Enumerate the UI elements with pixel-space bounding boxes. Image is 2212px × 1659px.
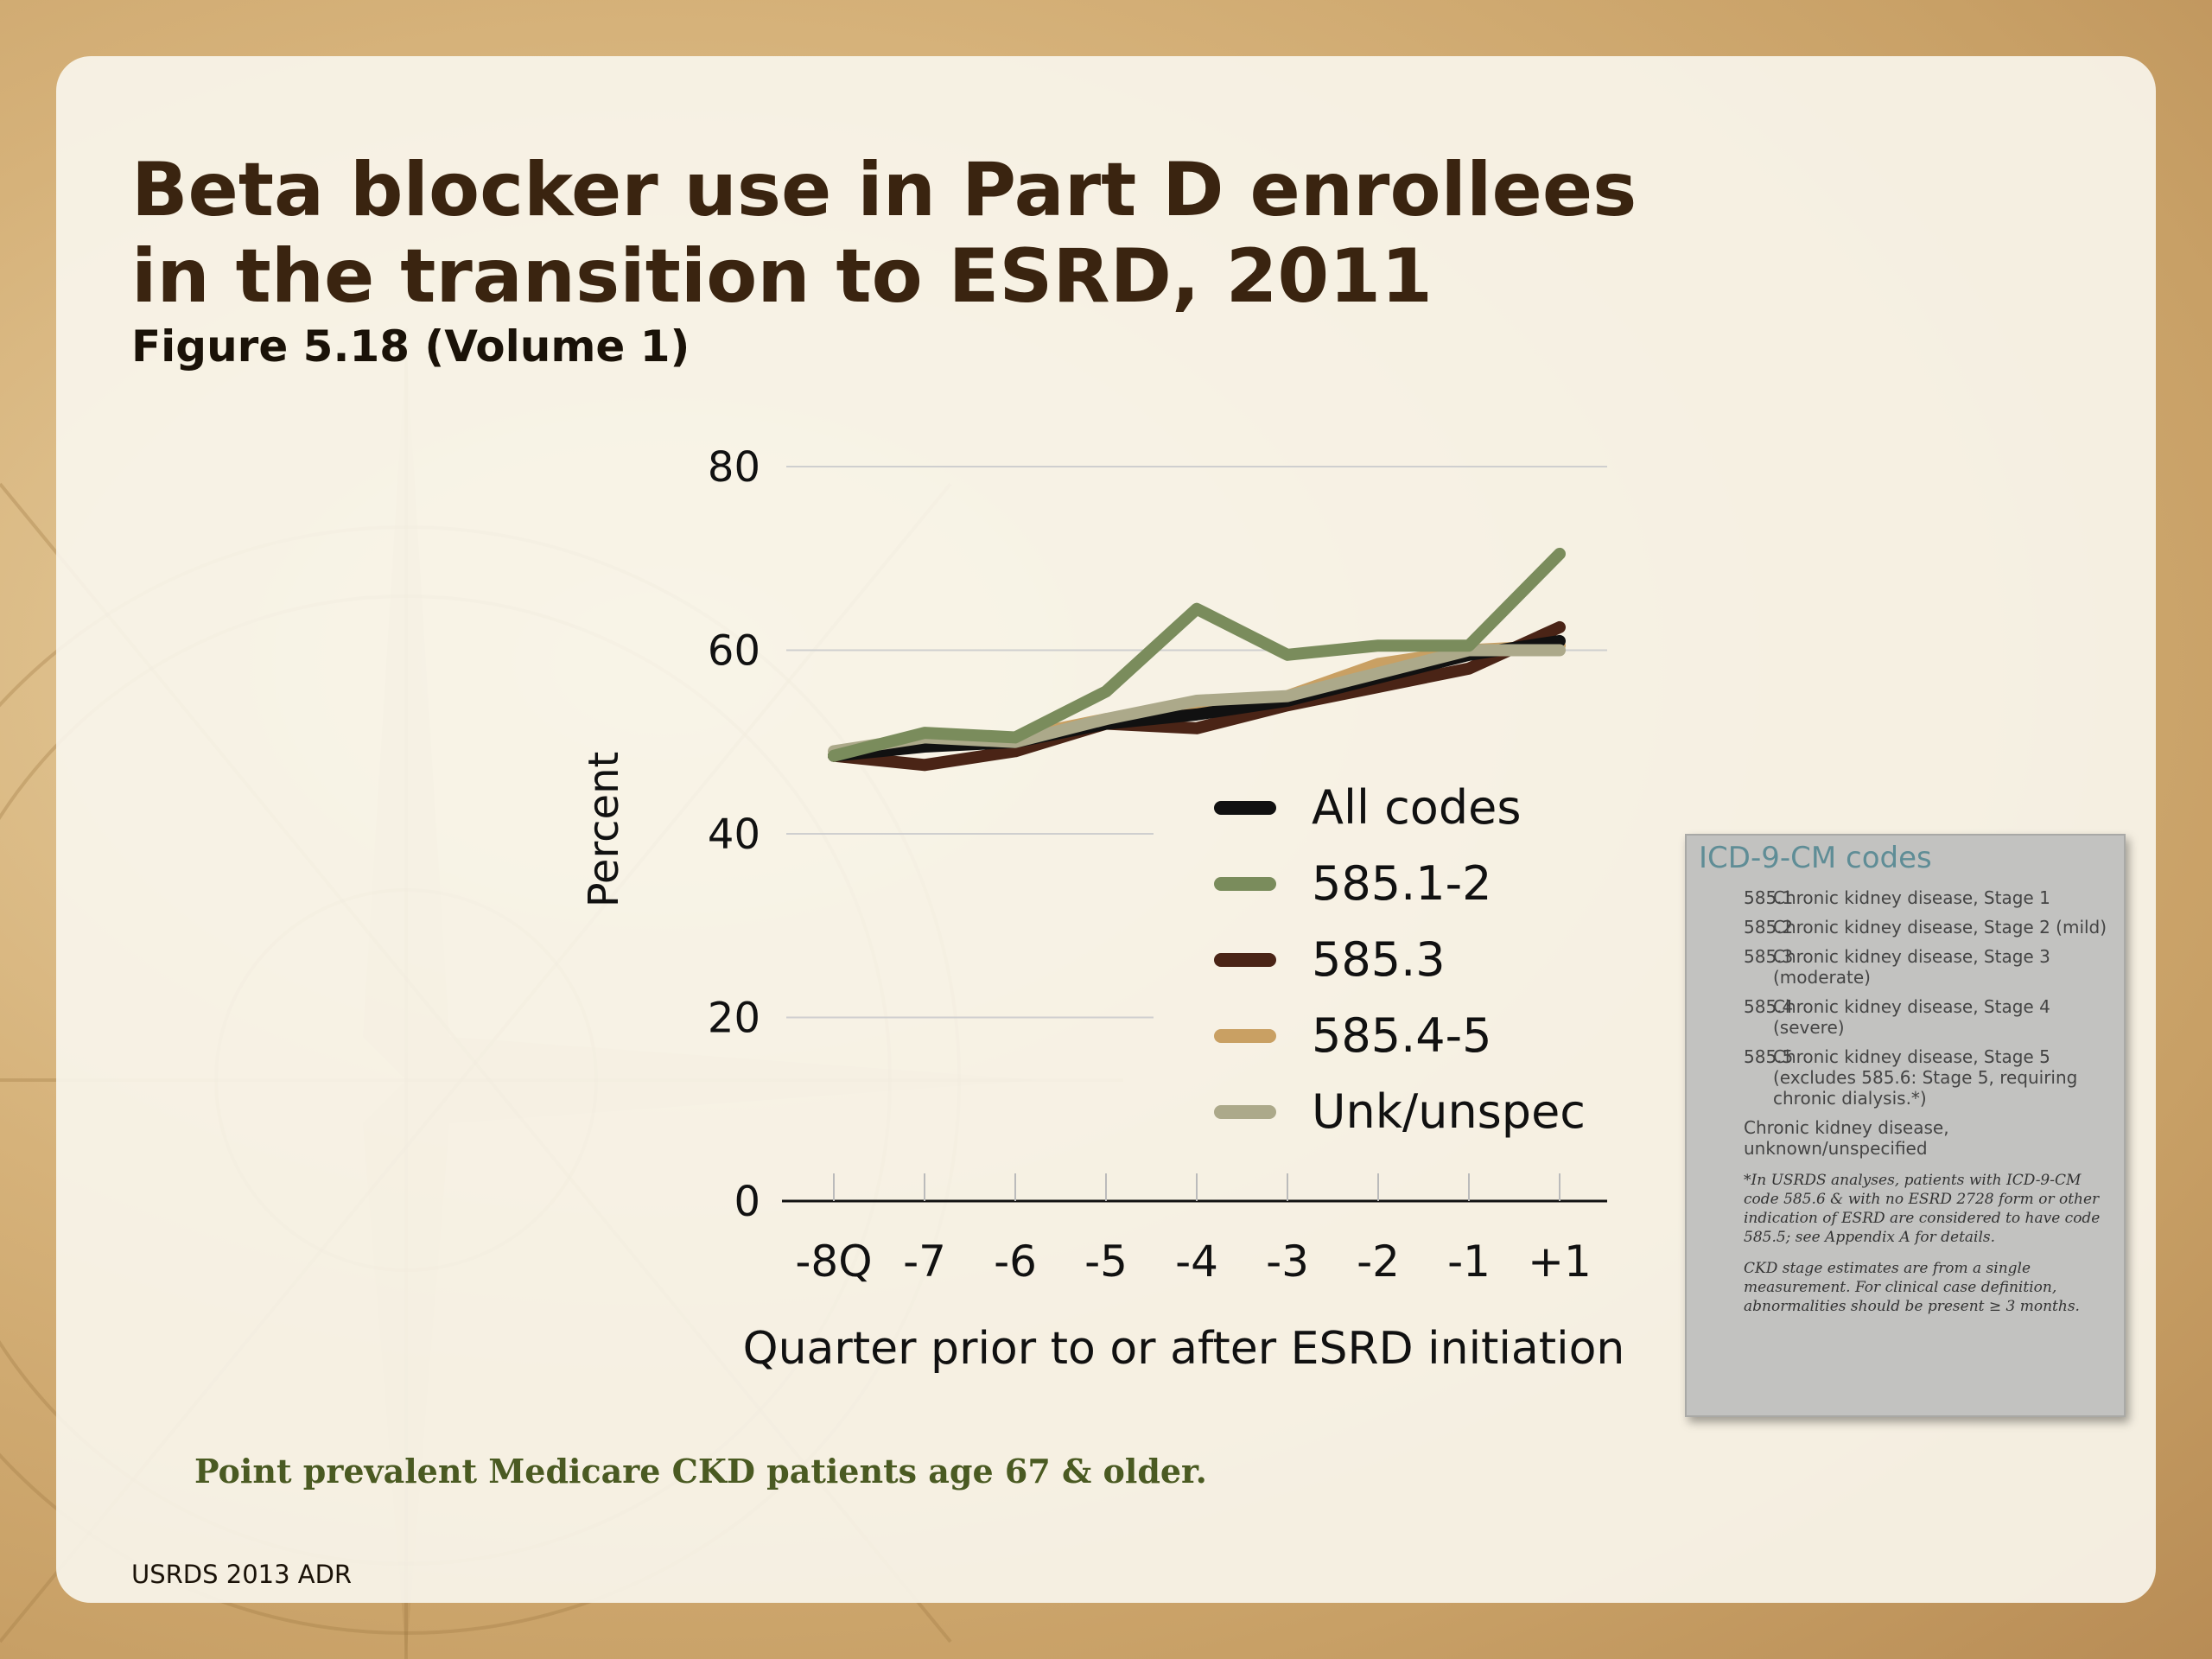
- icd-row: 585.2 Chronic kidney disease, Stage 2 (mi…: [1699, 917, 2112, 938]
- icd-description: Chronic kidney disease, Stage 1: [1773, 887, 2050, 908]
- slide-title: Beta blocker use in Part D enrollees in …: [131, 147, 1773, 320]
- legend-swatch: [1214, 1029, 1276, 1043]
- x-tick-label: -2: [1357, 1236, 1400, 1287]
- icd-codes-box: ICD-9-CM codes 585.1 Chronic kidney disea…: [1685, 834, 2126, 1417]
- x-tick-label: -4: [1175, 1236, 1218, 1287]
- caption: Point prevalent Medicare CKD patients ag…: [194, 1452, 1207, 1491]
- icd-code: 585.2: [1744, 917, 1794, 938]
- icd-row: 585.1 Chronic kidney disease, Stage 1: [1699, 887, 2112, 908]
- icd-unknown: Chronic kidney disease, unknown/unspecif…: [1744, 1117, 1949, 1159]
- y-tick-label: 80: [708, 443, 760, 492]
- legend-label: 585.4-5: [1312, 1008, 1491, 1063]
- icd-row: 585.4 Chronic kidney disease, Stage 4 (se…: [1699, 996, 2112, 1038]
- y-tick-label: 60: [708, 627, 760, 676]
- icd-code-list: 585.1 Chronic kidney disease, Stage 1 585.…: [1699, 887, 2112, 1109]
- y-axis-label: Percent: [580, 752, 628, 908]
- line-chart: 0 20 40 60 80 -8Q -7 -6 -5 -4 -3 -2 -1 +1 Percent Qu…: [580, 443, 1625, 1375]
- icd-description: Chronic kidney disease, Stage 4 (severe): [1773, 996, 2050, 1038]
- icd-description: Chronic kidney disease, Stage 3 (moderat…: [1773, 946, 2050, 988]
- x-tick-label: -1: [1447, 1236, 1491, 1287]
- legend-label: Unk/unspec: [1312, 1084, 1586, 1139]
- icd-code: 585.5: [1744, 1046, 1794, 1067]
- legend-swatch: [1214, 1105, 1276, 1119]
- series-lines: [828, 547, 1566, 772]
- title-line-2: in the transition to ESRD, 2011: [131, 233, 1433, 320]
- y-tick-labels: 0 20 40 60 80: [708, 443, 760, 1226]
- icd-box-title: ICD-9-CM codes: [1699, 841, 1932, 875]
- x-tick-label: -7: [903, 1236, 946, 1287]
- icd-row: 585.5 Chronic kidney disease, Stage 5 (ex…: [1699, 1046, 2112, 1109]
- x-axis-label: Quarter prior to or after ESRD initiatio…: [743, 1323, 1625, 1375]
- legend-swatch: [1214, 953, 1276, 967]
- y-tick-label: 20: [708, 995, 760, 1043]
- series-line-585-3: [828, 620, 1566, 772]
- icd-code: 585.3: [1744, 946, 1794, 967]
- legend-label: 585.1-2: [1312, 856, 1491, 911]
- legend-label: All codes: [1312, 780, 1521, 835]
- legend: All codes 585.1-2 585.3 585.4-5 Unk/unspec: [1214, 780, 1586, 1139]
- icd-row: 585.3 Chronic kidney disease, Stage 3 (mo…: [1699, 946, 2112, 988]
- icd-code: 585.1: [1744, 887, 1794, 908]
- x-tick-label: +1: [1528, 1236, 1592, 1287]
- icd-note-2: CKD stage estimates are from a single me…: [1744, 1260, 2080, 1315]
- icd-note-1: *In USRDS analyses, patients with ICD-9-…: [1744, 1172, 2101, 1246]
- x-axis: -8Q -7 -6 -5 -4 -3 -2 -1 +1: [782, 1173, 1607, 1287]
- legend-label: 585.3: [1312, 932, 1446, 987]
- title-line-1: Beta blocker use in Part D enrollees: [131, 147, 1637, 233]
- legend-swatch: [1214, 801, 1276, 815]
- y-tick-label: 40: [708, 810, 760, 859]
- figure-subtitle: Figure 5.18 (Volume 1): [131, 321, 690, 372]
- icd-description: Chronic kidney disease, Stage 5 (exclude…: [1773, 1046, 2078, 1109]
- x-tick-label: -5: [1084, 1236, 1128, 1287]
- y-tick-label: 0: [734, 1178, 760, 1226]
- series-line-585-1-2: [828, 547, 1566, 762]
- x-tick-label: -6: [994, 1236, 1037, 1287]
- x-tick-label: -8Q: [795, 1236, 872, 1287]
- legend-swatch: [1214, 877, 1276, 891]
- icd-code: 585.4: [1744, 996, 1794, 1017]
- icd-description: Chronic kidney disease, Stage 2 (mild): [1773, 917, 2107, 938]
- footer-source: USRDS 2013 ADR: [131, 1560, 353, 1589]
- x-tick-label: -3: [1266, 1236, 1309, 1287]
